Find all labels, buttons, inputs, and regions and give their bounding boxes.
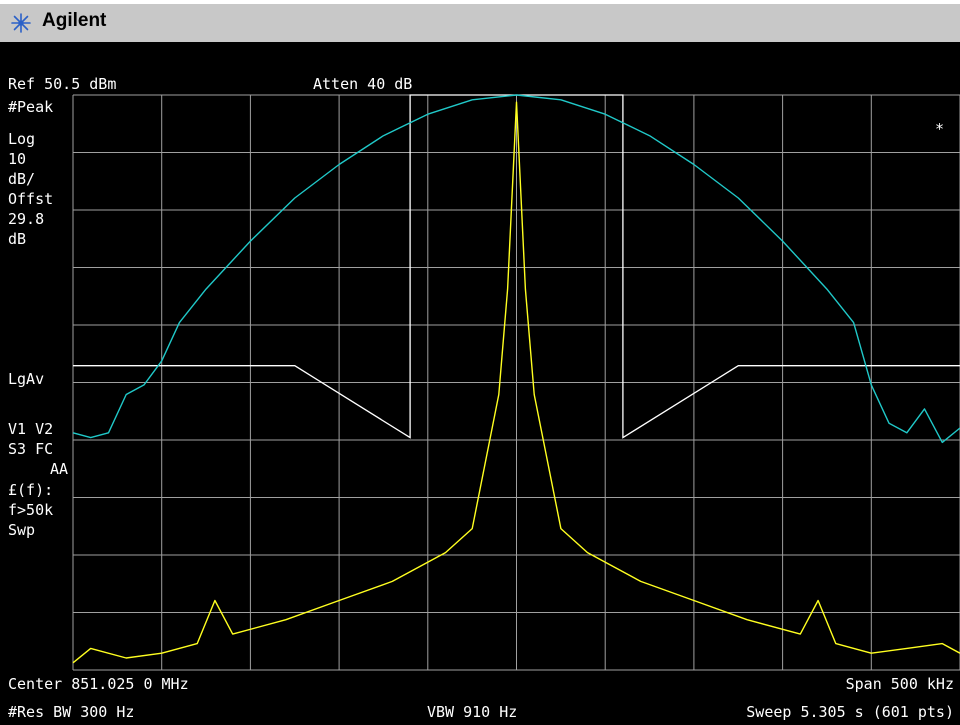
sweep-time: Sweep 5.305 s (601 pts) (746, 703, 954, 721)
attenuation: Atten 40 dB (313, 75, 413, 93)
trace-labels-v: V1 V2 (8, 420, 54, 438)
ref-level: Ref 50.5 dBm (8, 75, 117, 93)
agilent-spark-icon (11, 13, 31, 33)
average-label: LgAv (8, 370, 45, 388)
function-value: f>50k (8, 501, 54, 519)
center-frequency: Center 851.025 0 MHz (8, 675, 189, 693)
detector-label: #Peak (8, 98, 54, 116)
function-label: £(f): (8, 481, 54, 499)
title-bar: Agilent (0, 4, 960, 42)
offset-value: 29.8 (8, 210, 45, 228)
offset-label: Offst (8, 190, 54, 208)
marker-flag: * (935, 120, 945, 138)
frequency-span: Span 500 kHz (845, 675, 954, 693)
sweep-mode-label: Swp (8, 521, 36, 539)
trace-labels-s: S3 FC (8, 440, 54, 458)
scale-unit: dB/ (8, 170, 36, 188)
scale-type: Log (8, 130, 36, 148)
brand-label: Agilent (42, 10, 107, 31)
offset-unit: dB (8, 230, 27, 248)
mask-trace-line (72, 94, 960, 444)
signal-trace-line (72, 101, 960, 664)
video-bandwidth: VBW 910 Hz (427, 703, 518, 721)
window-top-strip (0, 0, 960, 4)
resolution-bandwidth: #Res BW 300 Hz (8, 703, 135, 721)
trace-labels-aa: AA (50, 460, 69, 478)
scale-value: 10 (8, 150, 27, 168)
